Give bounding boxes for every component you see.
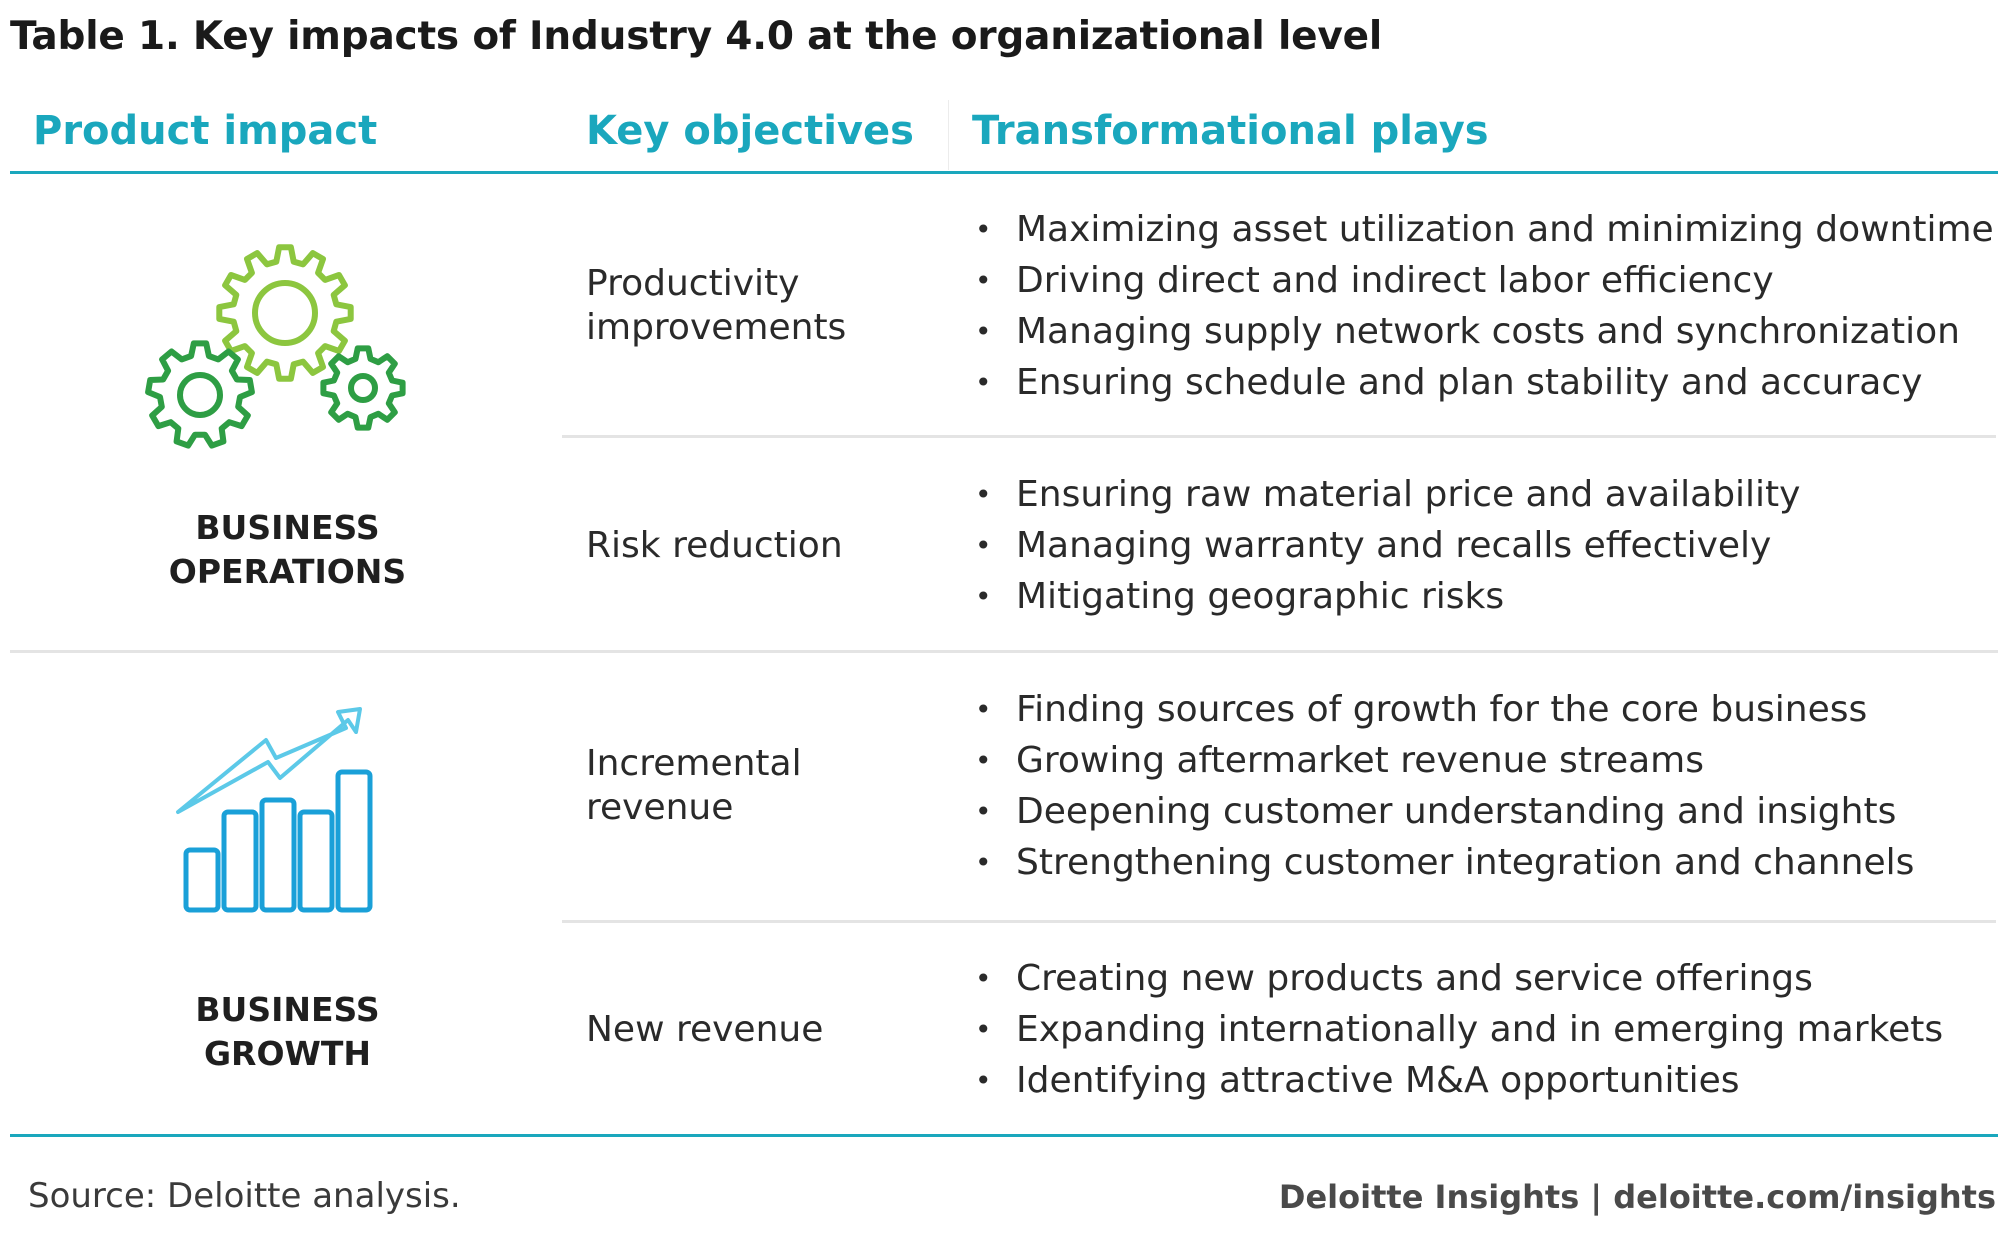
section-divider — [10, 650, 1998, 653]
list-item: Mitigating geographic risks — [972, 571, 1800, 622]
objective-line: revenue — [586, 787, 734, 828]
list-item: Growing aftermarket revenue streams — [972, 735, 1914, 786]
table-title: Table 1. Key impacts of Industry 4.0 at … — [10, 14, 1383, 59]
gears-icon — [145, 244, 406, 449]
header-key-objectives: Key objectives — [586, 108, 914, 154]
objective-new-revenue: New revenue — [586, 1008, 823, 1052]
gear-right-icon — [320, 345, 406, 431]
section-label-business-growth: BUSINESS GROWTH — [150, 988, 425, 1076]
table-bottom-rule — [10, 1134, 1998, 1137]
header-product-impact: Product impact — [33, 108, 378, 154]
header-transformational-plays: Transformational plays — [972, 108, 1489, 154]
plays-list-new-revenue: Creating new products and service offeri… — [972, 953, 1943, 1106]
growth-chart-icon — [176, 707, 373, 913]
section-label-business-operations: BUSINESS OPERATIONS — [150, 506, 425, 594]
plays-list-incremental-revenue: Finding sources of growth for the core b… — [972, 684, 1914, 888]
list-item: Ensuring raw material price and availabi… — [972, 469, 1800, 520]
list-item: Managing supply network costs and synchr… — [972, 306, 1994, 357]
objective-line: New revenue — [586, 1009, 824, 1050]
list-item: Ensuring schedule and plan stability and… — [972, 357, 1994, 408]
objective-incremental-revenue: Incremental revenue — [586, 742, 802, 830]
section-label-line: OPERATIONS — [168, 552, 407, 591]
section-label-line: BUSINESS — [195, 990, 380, 1029]
list-item: Finding sources of growth for the core b… — [972, 684, 1914, 735]
row-divider — [562, 435, 1996, 438]
list-item: Identifying attractive M&A opportunities — [972, 1055, 1943, 1106]
section-label-line: BUSINESS — [195, 508, 380, 547]
source-note: Source: Deloitte analysis. — [28, 1176, 461, 1216]
list-item: Strengthening customer integration and c… — [972, 837, 1914, 888]
objective-line: Incremental — [586, 743, 802, 784]
header-rule — [10, 171, 1998, 174]
list-item: Driving direct and indirect labor effici… — [972, 255, 1994, 306]
list-item: Managing warranty and recalls effectivel… — [972, 520, 1800, 571]
section-label-line: GROWTH — [203, 1034, 372, 1073]
objective-risk-reduction: Risk reduction — [586, 524, 843, 568]
brand-link[interactable]: Deloitte Insights | deloitte.com/insight… — [1278, 1178, 1996, 1216]
list-item: Creating new products and service offeri… — [972, 953, 1943, 1004]
objective-line: Productivity — [586, 263, 800, 304]
list-item: Deepening customer understanding and ins… — [972, 786, 1914, 837]
objective-productivity-improvements: Productivity improvements — [586, 262, 846, 350]
trend-arrow-icon — [176, 707, 362, 814]
plays-list-risk-reduction: Ensuring raw material price and availabi… — [972, 469, 1800, 622]
objective-line: Risk reduction — [586, 525, 843, 566]
gear-left-icon — [145, 340, 255, 449]
row-divider — [562, 920, 1996, 923]
gear-large-icon — [216, 244, 354, 382]
header-divider — [948, 100, 949, 170]
list-item: Maximizing asset utilization and minimiz… — [972, 204, 1994, 255]
plays-list-productivity: Maximizing asset utilization and minimiz… — [972, 204, 1994, 408]
bar-chart-icon — [183, 769, 373, 913]
list-item: Expanding internationally and in emergin… — [972, 1004, 1943, 1055]
objective-line: improvements — [586, 307, 847, 348]
